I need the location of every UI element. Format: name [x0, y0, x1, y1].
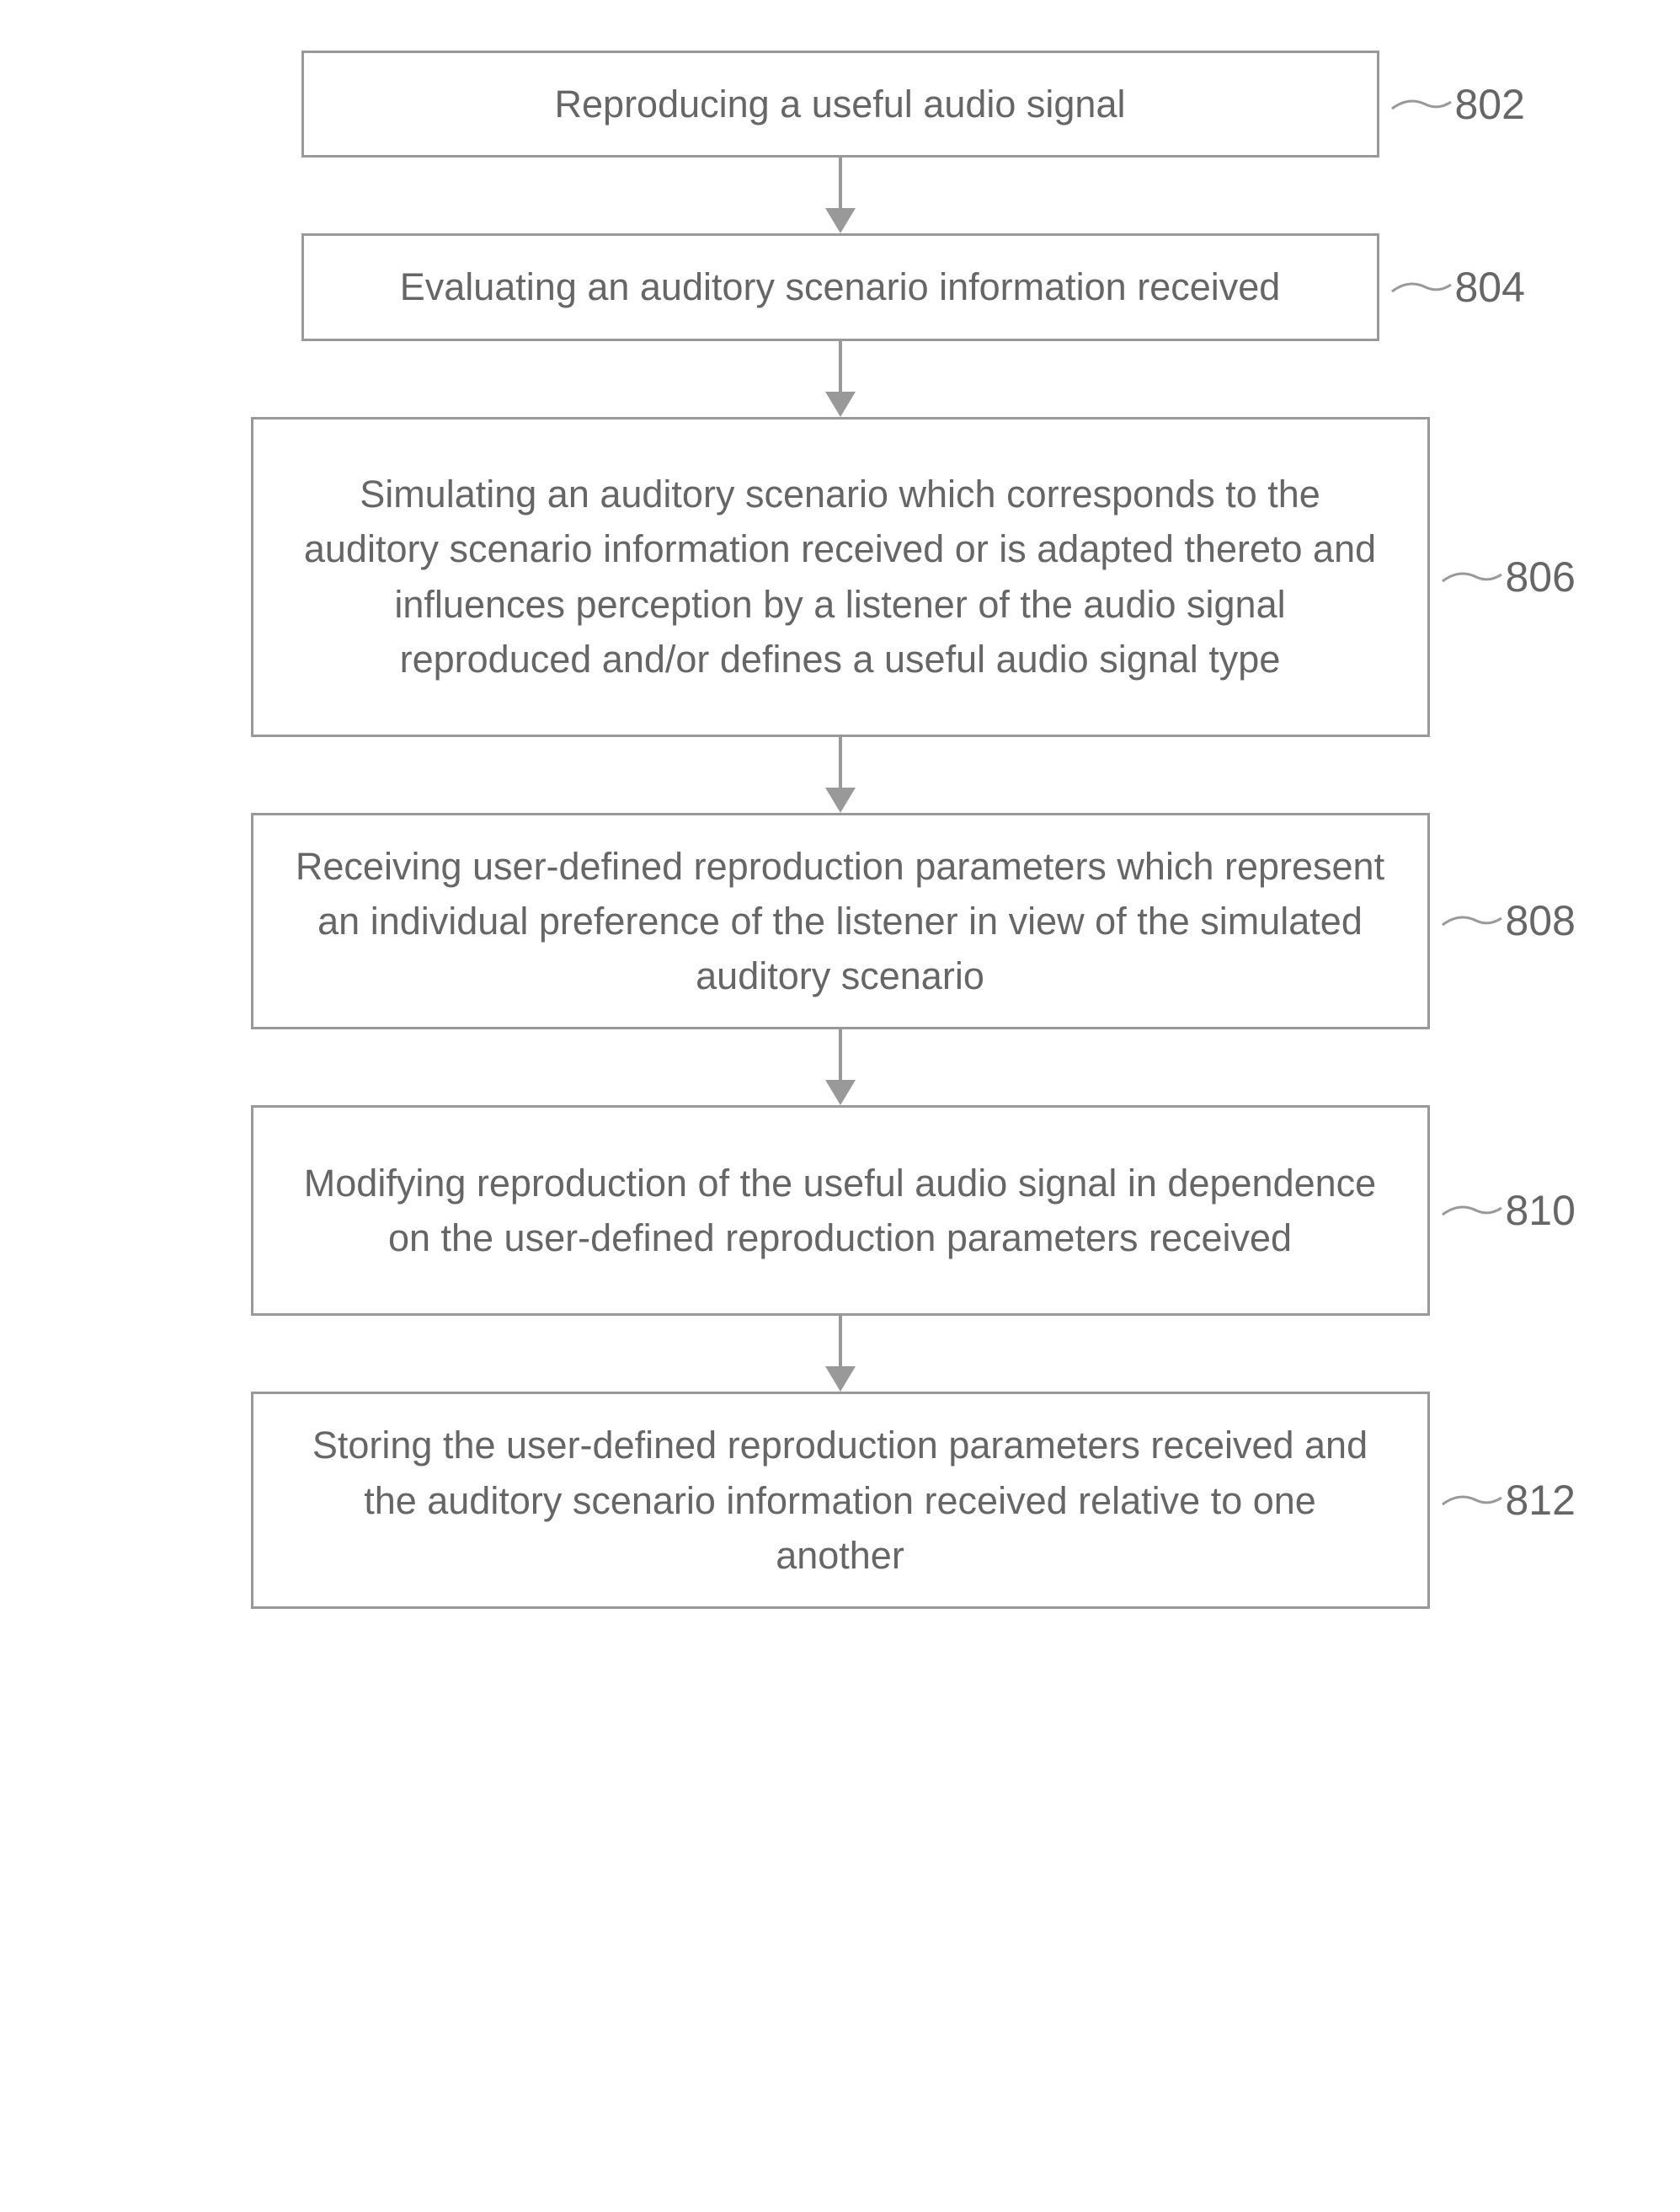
connector-line-icon	[1438, 1488, 1506, 1513]
step-label: 804	[1388, 263, 1525, 312]
step-text: Modifying reproduction of the useful aud…	[296, 1156, 1385, 1266]
connector-line-icon	[1438, 564, 1506, 590]
step-label: 810	[1438, 1186, 1576, 1235]
step-label-text: 802	[1455, 80, 1525, 129]
step-label-text: 808	[1506, 896, 1576, 945]
step-row: Receiving user-defined reproduction para…	[34, 813, 1646, 1030]
step-label: 812	[1438, 1476, 1576, 1525]
step-row: Reproducing a useful audio signal 802	[34, 51, 1646, 158]
step-text: Storing the user-defined reproduction pa…	[296, 1418, 1385, 1583]
step-label: 808	[1438, 896, 1576, 945]
step-text: Evaluating an auditory scenario informat…	[400, 259, 1281, 314]
step-label: 802	[1388, 80, 1525, 129]
connector-line-icon	[1388, 92, 1455, 117]
flowchart-step-box: Simulating an auditory scenario which co…	[251, 417, 1430, 737]
step-label: 806	[1438, 553, 1576, 601]
step-label-text: 812	[1506, 1476, 1576, 1525]
connector-line-icon	[1388, 275, 1455, 300]
step-row: Modifying reproduction of the useful aud…	[34, 1105, 1646, 1316]
step-text: Receiving user-defined reproduction para…	[296, 839, 1385, 1004]
step-label-text: 810	[1506, 1186, 1576, 1235]
step-label-text: 806	[1506, 553, 1576, 601]
arrow-connector	[34, 1029, 1646, 1105]
arrow-connector	[34, 1316, 1646, 1392]
flowchart-container: Reproducing a useful audio signal 802 Ev…	[34, 51, 1646, 1609]
connector-line-icon	[1438, 908, 1506, 933]
step-text: Simulating an auditory scenario which co…	[296, 467, 1385, 687]
flowchart-step-box: Reproducing a useful audio signal	[301, 51, 1379, 158]
step-row: Evaluating an auditory scenario informat…	[34, 233, 1646, 340]
arrow-connector	[34, 158, 1646, 233]
step-label-text: 804	[1455, 263, 1525, 312]
arrow-connector	[34, 341, 1646, 417]
step-text: Reproducing a useful audio signal	[555, 77, 1126, 131]
step-row: Simulating an auditory scenario which co…	[34, 417, 1646, 737]
connector-line-icon	[1438, 1198, 1506, 1223]
flowchart-step-box: Storing the user-defined reproduction pa…	[251, 1392, 1430, 1609]
flowchart-step-box: Receiving user-defined reproduction para…	[251, 813, 1430, 1030]
flowchart-step-box: Evaluating an auditory scenario informat…	[301, 233, 1379, 340]
arrow-connector	[34, 737, 1646, 813]
step-row: Storing the user-defined reproduction pa…	[34, 1392, 1646, 1609]
flowchart-step-box: Modifying reproduction of the useful aud…	[251, 1105, 1430, 1316]
